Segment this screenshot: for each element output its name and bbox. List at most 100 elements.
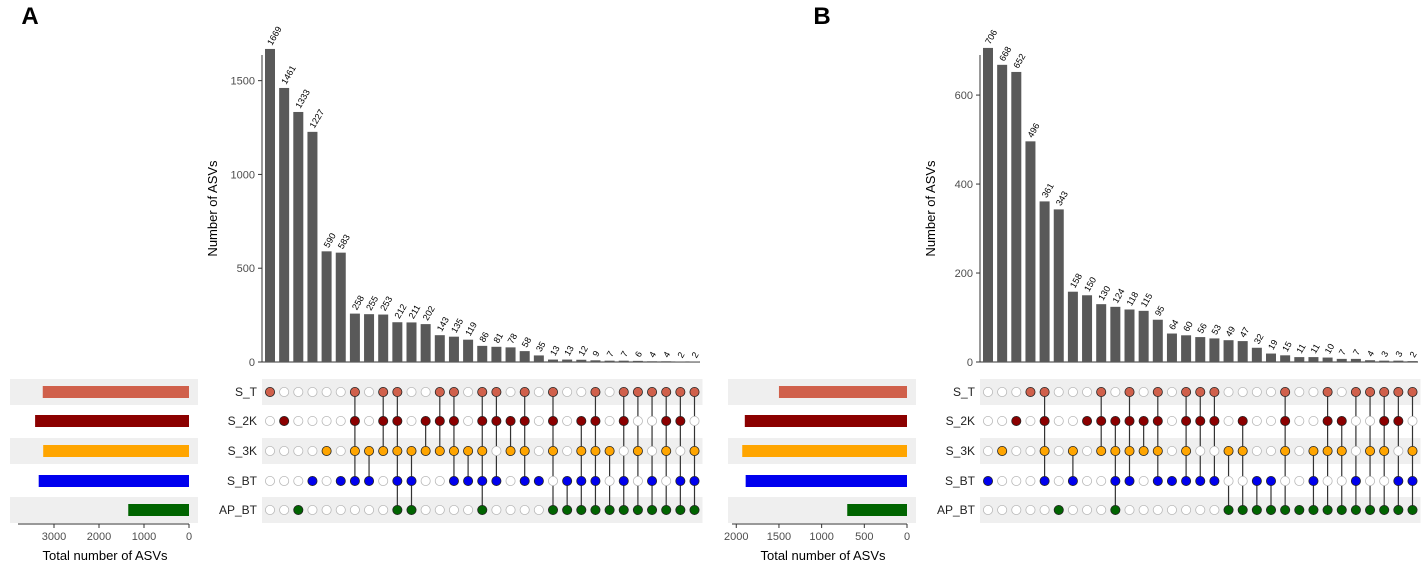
matrix-dot-filled [1322, 386, 1333, 397]
matrix-dot-filled [576, 504, 587, 515]
intersection-bar [548, 359, 558, 362]
matrix-dot-filled [434, 386, 445, 397]
matrix-dot-empty [533, 386, 544, 397]
totals-tick-label: 500 [855, 531, 873, 543]
set-total-bar [744, 415, 907, 427]
matrix-dot-empty [1138, 475, 1149, 486]
matrix-dot-filled [1379, 415, 1390, 426]
bar-value-label: 212 [392, 302, 408, 320]
matrix-dot-filled [491, 475, 502, 486]
intersection-bar [618, 360, 629, 362]
matrix-dot-empty [983, 445, 994, 456]
matrix-dot-empty [1025, 415, 1036, 426]
matrix-dot-filled [1110, 504, 1121, 515]
matrix-dot-filled [1308, 475, 1319, 486]
intersection-bar [1379, 360, 1390, 362]
bar-value-label: 258 [350, 294, 366, 312]
matrix-dot-empty [307, 445, 318, 456]
intersection-bar [661, 361, 672, 362]
matrix-dot-filled [321, 445, 332, 456]
bar-value-label: 15 [1280, 340, 1294, 354]
intersection-bar [1350, 358, 1361, 362]
matrix-dot-empty [1025, 504, 1036, 515]
matrix-dot-filled [1350, 386, 1361, 397]
bar-value-label: 7 [619, 349, 630, 358]
matrix-dot-empty [1082, 504, 1093, 515]
matrix-dot-filled [1407, 445, 1418, 456]
matrix-dot-empty [307, 415, 318, 426]
matrix-dot-empty [533, 504, 544, 515]
matrix-dot-filled [1308, 504, 1319, 515]
matrix-dot-filled [1336, 415, 1347, 426]
matrix-dot-filled [1280, 445, 1291, 456]
intersection-bar [1223, 340, 1234, 362]
matrix-dot-filled [1181, 386, 1192, 397]
matrix-dot-empty [1166, 386, 1177, 397]
matrix-dot-empty [1223, 386, 1234, 397]
matrix-dot-filled [1110, 475, 1121, 486]
matrix-dot-filled [1138, 445, 1149, 456]
matrix-dot-empty [264, 415, 275, 426]
matrix-dot-filled [1166, 475, 1177, 486]
intersection-bar [647, 361, 658, 362]
bar-value-label: 255 [364, 294, 380, 312]
matrix-dot-filled [632, 386, 643, 397]
matrix-dot-filled [1223, 504, 1234, 515]
totals-axis-title: Total number of ASVs [42, 548, 168, 563]
matrix-dot-filled [1223, 445, 1234, 456]
matrix-dot-filled [647, 475, 658, 486]
totals-tick-label: 2000 [724, 531, 748, 543]
bar-value-label: 13 [548, 344, 562, 358]
matrix-dot-filled [647, 386, 658, 397]
matrix-dot-empty [519, 504, 530, 515]
matrix-dot-filled [661, 386, 672, 397]
bar-value-label: 7 [1337, 348, 1348, 357]
matrix-dot-empty [463, 504, 474, 515]
intersection-bar [1011, 71, 1022, 362]
bar-value-label: 583 [336, 233, 352, 251]
matrix-dot-filled [1294, 504, 1305, 515]
matrix-dot-empty [378, 504, 389, 515]
intersection-bar [1067, 291, 1078, 362]
matrix-dot-filled [1209, 386, 1220, 397]
matrix-dot-filled [548, 445, 559, 456]
set-label: S_T [953, 385, 976, 399]
intersection-bar [519, 351, 530, 362]
matrix-dot-empty [1067, 415, 1078, 426]
matrix-dot-empty [1393, 445, 1404, 456]
matrix-dot-filled [1280, 504, 1291, 515]
intersection-bar [505, 347, 516, 362]
matrix-dot-filled [1322, 504, 1333, 515]
matrix-dot-filled [434, 415, 445, 426]
totals-tick-label: 1000 [809, 531, 833, 543]
matrix-dot-empty [997, 386, 1008, 397]
matrix-dot-empty [618, 445, 629, 456]
matrix-dot-empty [434, 475, 445, 486]
matrix-dot-empty [335, 386, 346, 397]
matrix-dot-empty [1209, 504, 1220, 515]
totals-tick-label: 1500 [767, 531, 791, 543]
set-total-bar [42, 386, 189, 398]
bar-value-label: 64 [1167, 318, 1181, 332]
set-total-bar [38, 475, 190, 487]
matrix-dot-empty [1280, 475, 1291, 486]
set-total-bar [847, 504, 907, 516]
intersection-bar [307, 131, 318, 362]
matrix-dot-filled [548, 504, 559, 515]
intersection-bar [562, 359, 573, 362]
intersection-bar [1407, 361, 1418, 362]
matrix-dot-filled [349, 415, 360, 426]
intersection-bar [463, 339, 474, 362]
matrix-dot-filled [1067, 475, 1078, 486]
matrix-dot-empty [1266, 386, 1277, 397]
matrix-dot-empty [1266, 415, 1277, 426]
matrix-dot-filled [349, 386, 360, 397]
matrix-dot-filled [1251, 504, 1262, 515]
matrix-dot-filled [1011, 415, 1022, 426]
matrix-dot-empty [364, 504, 375, 515]
bar-value-label: 590 [322, 231, 338, 249]
bar-value-label: 4 [661, 350, 672, 359]
matrix-dot-empty [997, 415, 1008, 426]
bar-value-label: 1461 [279, 64, 298, 86]
bar-value-label: 60 [1181, 320, 1195, 334]
